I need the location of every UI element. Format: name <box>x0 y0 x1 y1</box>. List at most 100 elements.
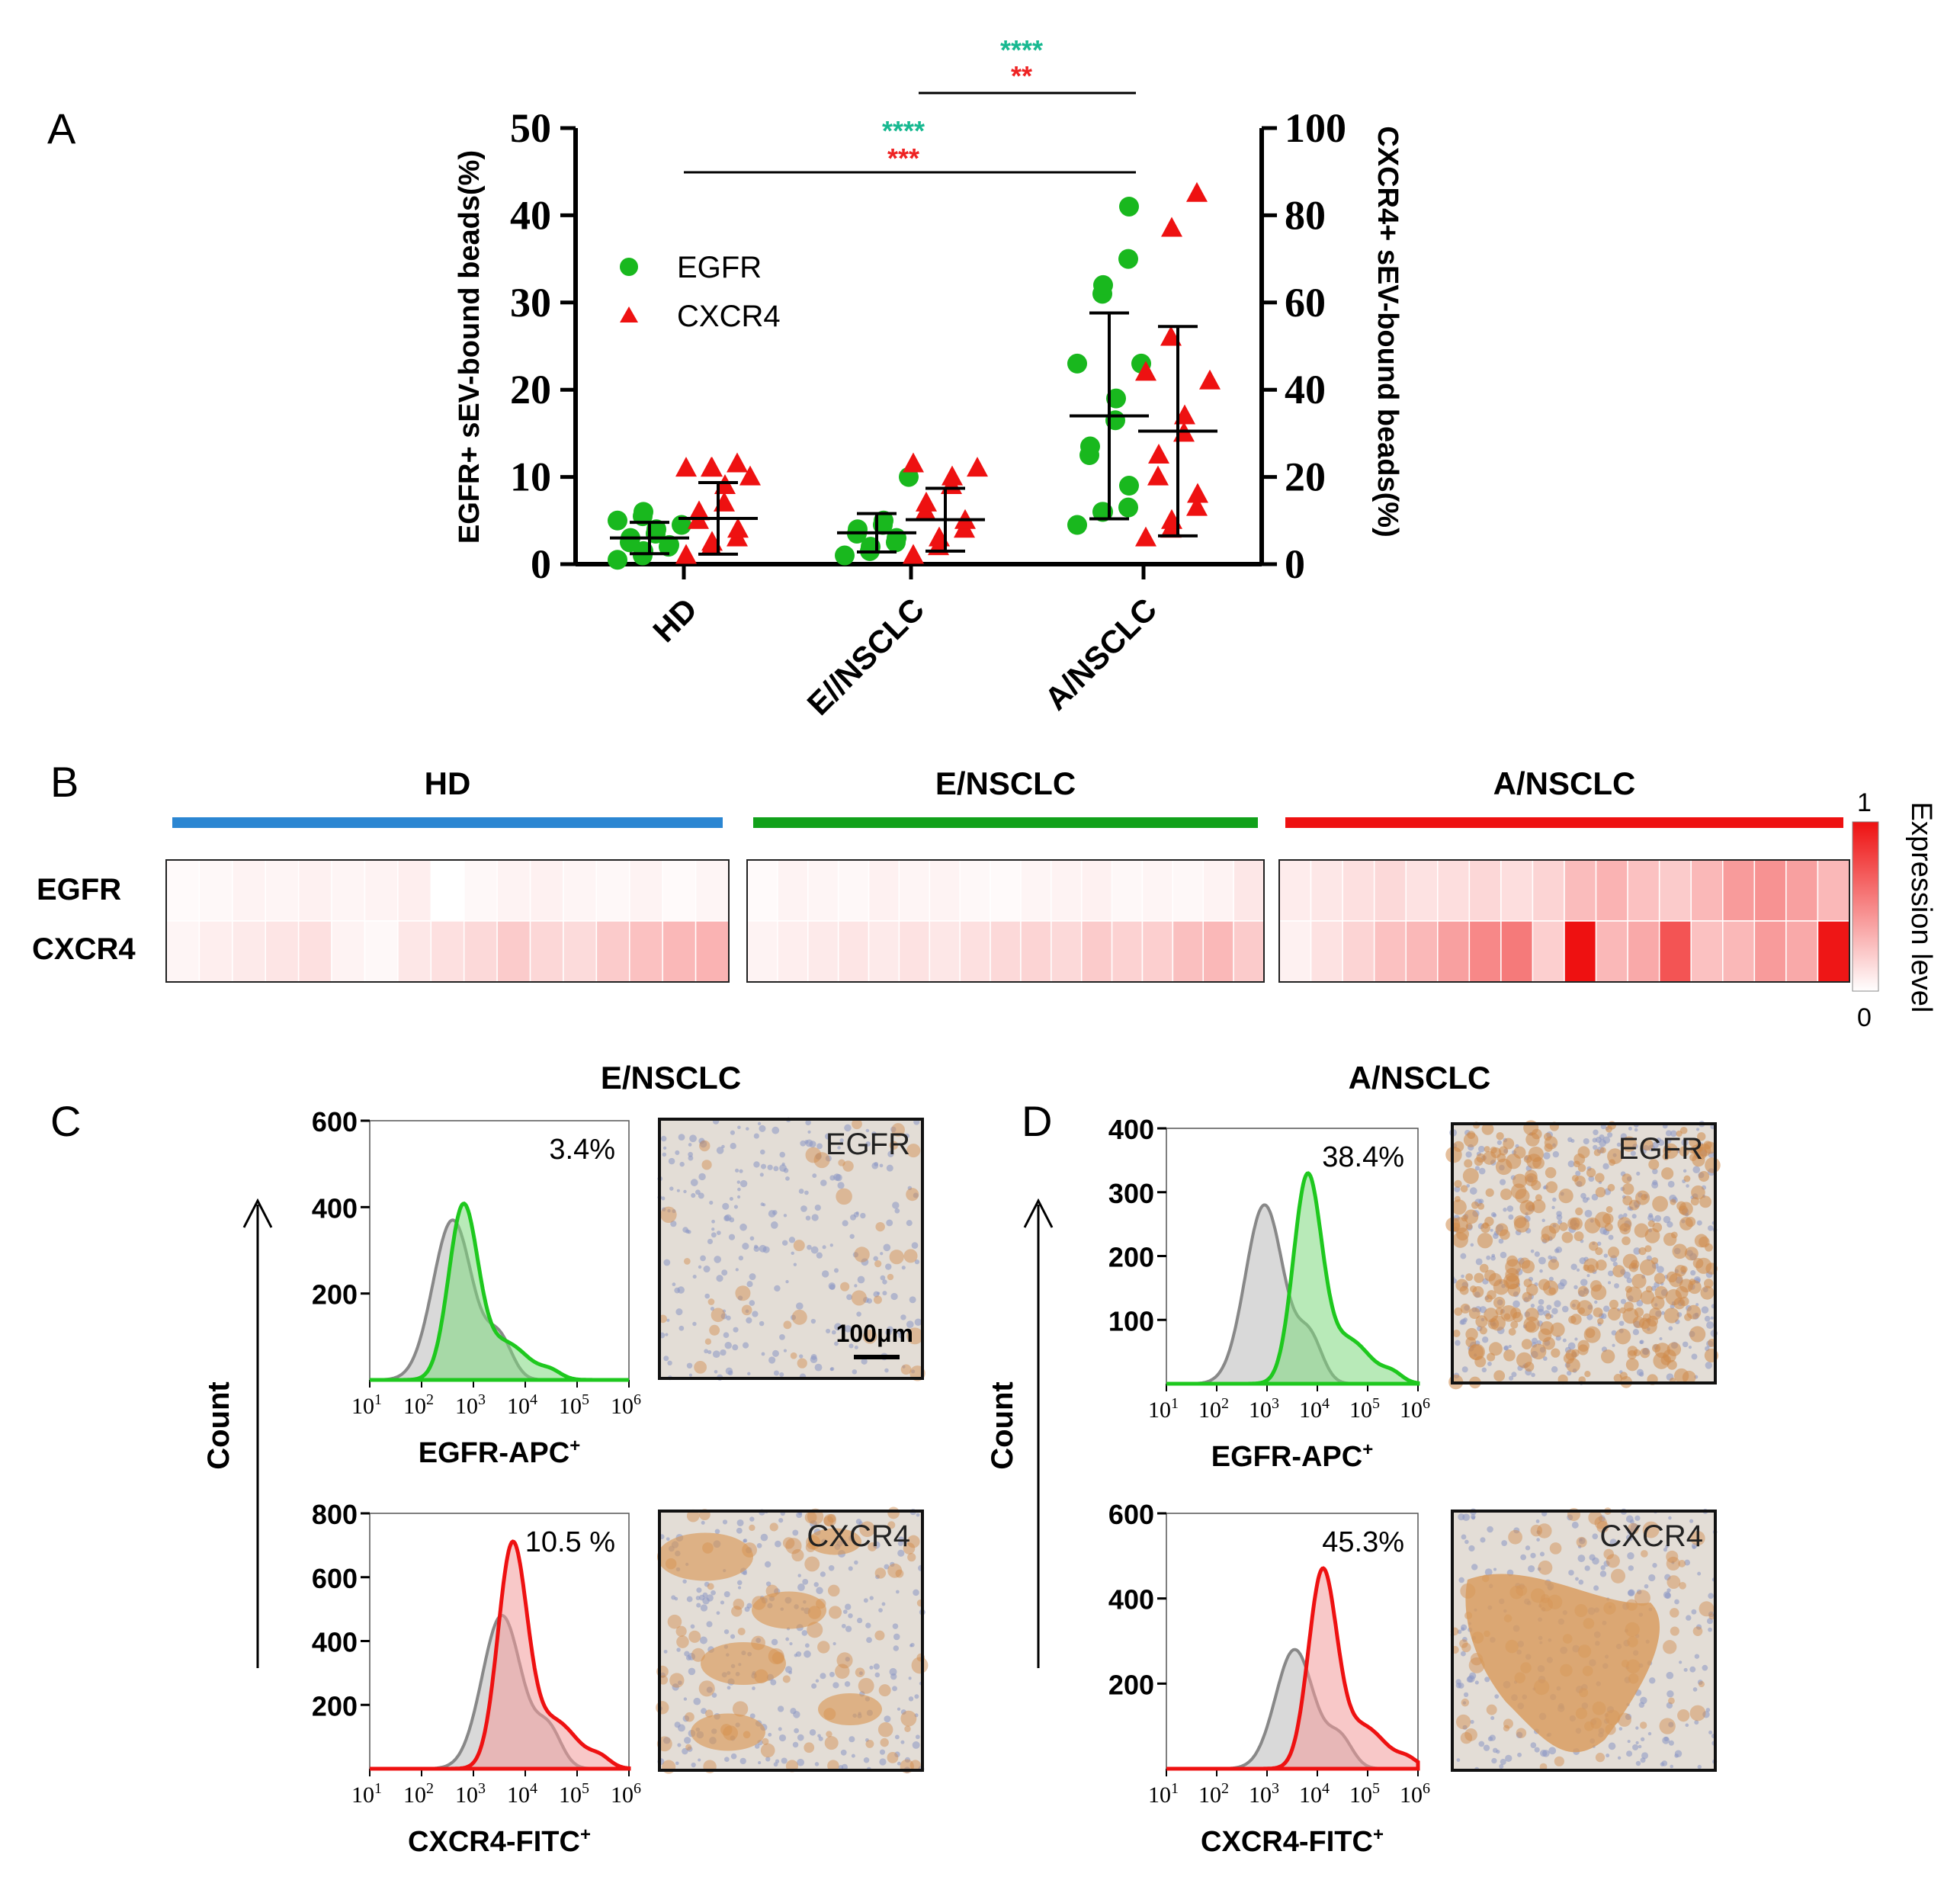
hist-x-tick-label: 106 <box>611 1391 641 1419</box>
ihc-nucleus <box>730 1130 736 1135</box>
ihc-nucleus <box>800 1140 807 1147</box>
ihc-stain <box>906 1144 921 1158</box>
ihc-nucleus <box>1470 1719 1474 1725</box>
ihc-stain <box>877 1721 893 1737</box>
ihc-nucleus <box>698 1758 701 1762</box>
ihc-nucleus <box>779 1151 786 1158</box>
heatmap-cell <box>807 920 839 983</box>
heatmap-cell <box>331 859 366 922</box>
ihc-nucleus <box>665 1333 669 1336</box>
ihc-nucleus <box>662 1146 667 1150</box>
ihc-stain <box>827 1513 836 1523</box>
ihc-nucleus <box>1500 1758 1506 1765</box>
ihc-nucleus <box>1567 1160 1575 1168</box>
ihc-nucleus <box>1634 1128 1638 1132</box>
ihc-nucleus <box>1575 1577 1579 1581</box>
ihc-nucleus <box>890 1561 895 1567</box>
ihc-stain <box>1670 1231 1678 1239</box>
ihc-stain <box>1468 1307 1480 1320</box>
ihc-nucleus <box>1462 1701 1467 1705</box>
ihc-stain <box>1528 1146 1544 1162</box>
ihc-nucleus <box>1695 1624 1702 1630</box>
ihc-nucleus <box>874 1672 881 1678</box>
ihc-nucleus <box>1704 1315 1711 1322</box>
ihc-nucleus <box>674 1287 681 1294</box>
hist-x-tick-label: 104 <box>1299 1780 1330 1808</box>
right-tick-label: 80 <box>1285 192 1326 238</box>
ihc-stain <box>838 1159 845 1166</box>
ihc-nucleus <box>1618 1320 1625 1327</box>
ihc-stain <box>1495 1223 1509 1237</box>
ihc-nucleus <box>746 1127 749 1131</box>
ihc-nucleus <box>909 1644 913 1648</box>
ihc-nucleus <box>1667 1180 1675 1188</box>
ihc-nucleus <box>785 1176 790 1181</box>
ihc-stain <box>1638 1247 1647 1256</box>
count-axis-label: Count <box>986 1381 1019 1470</box>
ihc-nucleus <box>1679 1660 1683 1664</box>
ihc-nucleus <box>733 1205 739 1209</box>
ihc-nucleus <box>1536 1530 1541 1535</box>
ihc-stain <box>1493 1279 1509 1295</box>
ihc-nucleus <box>1600 1565 1606 1571</box>
cxcr4-point <box>727 452 748 473</box>
ihc-stain <box>1463 1132 1479 1147</box>
heatmap-cell <box>1785 920 1819 983</box>
ihc-nucleus <box>914 1259 920 1265</box>
ihc-stain <box>862 1329 877 1344</box>
ihc-stain <box>1606 1554 1620 1568</box>
ihc-stain <box>1468 1344 1484 1360</box>
ihc-nucleus <box>900 1314 906 1320</box>
ihc-nucleus <box>802 1578 809 1585</box>
ihc-stain <box>1543 1132 1552 1141</box>
sig-cxcr4-short: ** <box>1011 60 1032 91</box>
ihc-stain <box>1577 1163 1586 1173</box>
ihc-nucleus <box>1538 1256 1546 1265</box>
ihc-nucleus <box>677 1743 682 1747</box>
ihc-stain <box>731 1606 743 1617</box>
ihc-nucleus <box>811 1683 817 1689</box>
heatmap-cell <box>1817 859 1850 922</box>
count-arrow-head <box>242 1198 273 1228</box>
ihc-nucleus <box>1689 1666 1696 1673</box>
ihc-nucleus <box>1542 1356 1548 1361</box>
ihc-nucleus <box>674 1721 681 1728</box>
heatmap-cell <box>331 920 366 983</box>
ihc-nucleus <box>695 1189 701 1195</box>
ihc-nucleus <box>696 1603 701 1608</box>
ihc-nucleus <box>689 1134 697 1143</box>
ihc-nucleus <box>897 1761 901 1766</box>
ihc-nucleus <box>746 1281 753 1288</box>
ihc-nucleus <box>1706 1321 1715 1330</box>
ihc-stain <box>1679 1205 1688 1215</box>
heatmap-cell <box>1373 859 1407 922</box>
ihc-nucleus <box>1634 1515 1641 1521</box>
ihc-nucleus <box>1578 1579 1584 1585</box>
ihc-stain <box>904 1725 911 1732</box>
ihc-nucleus <box>793 1263 797 1266</box>
ihc-nucleus <box>833 1173 841 1181</box>
ihc-stain <box>1689 1153 1697 1162</box>
ihc-nucleus <box>881 1602 886 1606</box>
ihc-nucleus <box>1459 1320 1465 1325</box>
ihc-nucleus <box>711 1590 716 1596</box>
ihc-stain <box>1619 1223 1631 1235</box>
ihc-stain <box>1573 1231 1584 1241</box>
ihc-stain <box>1535 1194 1542 1202</box>
significance-annotations: **** ** **** *** <box>684 34 1136 174</box>
marker-histogram <box>1166 1566 1420 1771</box>
ihc-nucleus <box>737 1586 742 1590</box>
ihc-nucleus <box>906 1320 914 1328</box>
heatmap-cell <box>1342 859 1375 922</box>
ihc-stain <box>1597 1317 1604 1325</box>
ihc-nucleus <box>749 1516 755 1522</box>
heatmap-cell <box>1753 859 1787 922</box>
ihc-nucleus <box>1586 1274 1590 1278</box>
ihc-stain <box>1652 1195 1669 1212</box>
ihc-nucleus <box>753 1161 760 1168</box>
ihc-nucleus <box>1593 1144 1598 1150</box>
ihc-nucleus <box>904 1133 909 1139</box>
ihc-nucleus <box>1671 1561 1675 1564</box>
ihc-nucleus <box>675 1150 680 1155</box>
ihc-nucleus <box>663 1737 671 1744</box>
